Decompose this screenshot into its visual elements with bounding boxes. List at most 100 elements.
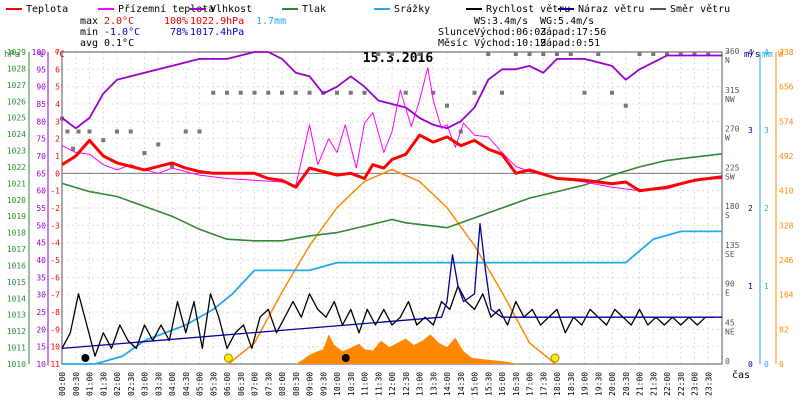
x-tick-label: 06:00 [223,372,232,396]
axis-direction-tick: NE [725,327,735,336]
axis-celsius-tick: -3 [50,221,60,230]
series-wind-direction-point [692,52,697,56]
axis-hpa-tick: 1027 [7,81,26,90]
x-tick-label: 00:00 [58,372,67,396]
axis-wm2-tick: 328 [779,221,794,230]
x-tick-label: 04:30 [182,372,191,396]
x-tick-label: 19:00 [581,372,590,396]
axis-percent-tick: 75 [36,135,46,144]
x-tick-label: 14:00 [443,372,452,396]
axis-hpa-tick: 1022 [7,163,26,172]
axis-wm2-tick: 82 [779,325,789,334]
axis-wm2-tick: 0 [779,360,784,369]
x-tick-label: 17:30 [539,372,548,396]
axis-percent-tick: 40 [36,256,46,265]
axis-direction-tick: NW [725,95,735,104]
axis-hpa-tick: 1023 [7,147,26,156]
axis-hpa-tick: 1021 [7,179,26,188]
info-wg: WG:5.4m/s [540,16,594,27]
axis-hpa-unit: hPa [4,50,20,60]
legend-label-smer: Směr větru [670,3,730,15]
stats-rain-total: 1.7mm [256,16,286,27]
axis-celsius-tick: -1 [50,187,60,196]
axis-percent-tick: 80 [36,117,46,126]
axis-percent-tick: 30 [36,291,46,300]
axis-wm2-tick: 492 [779,152,794,161]
axis-wm2-tick: 164 [779,291,794,300]
axis-mm-tick: 3 [764,126,769,135]
x-tick-label: 22:30 [677,372,686,396]
series-wind-direction-point [651,52,656,56]
axis-ms-tick: 2 [748,204,753,213]
axis-wm2-tick: 574 [779,117,794,126]
series-wind-direction-point [101,138,106,143]
series-wind-direction-point [266,90,271,95]
axis-wm2-tick: 410 [779,187,794,196]
axis-percent-tick: 90 [36,83,46,92]
series-wind-direction-point [513,52,518,56]
x-tick-label: 00:30 [72,372,81,396]
axis-mm-tick: 2 [764,204,769,213]
x-tick-label: 08:00 [278,372,287,396]
series-wind-direction-point [128,129,133,134]
chart-title: 15.3.2016 [363,51,434,66]
stats-max-temp: 2.0°C [104,16,134,27]
x-tick-label: 12:00 [388,372,397,396]
legend-label-vlhkost: Vlhkost [210,4,252,15]
legend-label-rosny_bod: Přízemní teplota [118,3,214,15]
x-tick-label: 11:00 [361,372,370,396]
axis-percent-tick: 65 [36,169,46,178]
axis-degrees-tick: 45 [725,318,735,327]
x-tick-label: 20:30 [622,372,631,396]
axis-hpa-tick: 1024 [7,130,26,139]
axis-ms-tick: 4 [748,48,753,57]
x-tick-label: 18:00 [553,372,562,396]
series-wind-direction-point [555,52,559,56]
axis-celsius-tick: 0 [55,169,60,178]
axis-degrees-tick: 315 [725,86,740,95]
x-tick-label: 13:00 [416,372,425,396]
axis-hpa-tick: 1015 [7,278,26,287]
axis-hpa-tick: 1011 [7,344,26,353]
axis-mm-unit: mm [762,50,773,60]
axis-hpa-tick: 1025 [7,114,26,123]
x-tick-label: 17:00 [526,372,535,396]
axis-wm2-tick: 656 [779,83,794,92]
x-tick-label: 15:30 [484,372,493,396]
series-wind-direction-point [142,151,147,156]
axis-celsius-tick: -4 [50,239,60,248]
x-tick-label: 02:00 [113,372,122,396]
series-wind-direction-point [582,90,587,95]
series-wind-direction-point [362,90,367,95]
series-wind-direction-point [65,129,70,134]
sunset-marker [550,353,560,363]
x-tick-label: 07:30 [264,372,273,396]
series-wind-direction-point [596,52,601,56]
series-wind-direction-point [238,90,243,95]
stats-avg-label: avg [80,38,98,49]
axis-mm-tick: 4 [764,48,769,57]
x-tick-label: 23:00 [691,372,700,396]
series-wind-direction-point [390,52,394,56]
axis-celsius-unit: °C [54,50,65,60]
series-wind-direction-point [170,163,174,168]
x-tick-label: 21:30 [649,372,658,396]
x-tick-label: 14:30 [457,372,466,396]
axis-direction-tick: S [725,211,730,220]
axis-degrees-tick: 270 [725,125,740,134]
sunrise-marker [223,353,233,363]
axis-direction-tick: SE [725,250,735,259]
x-tick-label: 13:30 [429,372,438,396]
axis-celsius-tick: 1 [55,152,60,161]
x-axis-label: čas [732,369,750,381]
info-sunset: Západ:17:56 [540,26,606,38]
axis-percent-tick: 50 [36,221,46,230]
x-tick-label: 21:00 [636,372,645,396]
series-wind-direction-point [403,90,408,95]
stats-max-hum: 100% [164,16,188,27]
axis-celsius-tick: 4 [55,100,60,109]
axis-percent-tick: 95 [36,65,46,74]
x-tick-label: 09:00 [306,372,315,396]
series-wind-direction-point [500,90,504,95]
